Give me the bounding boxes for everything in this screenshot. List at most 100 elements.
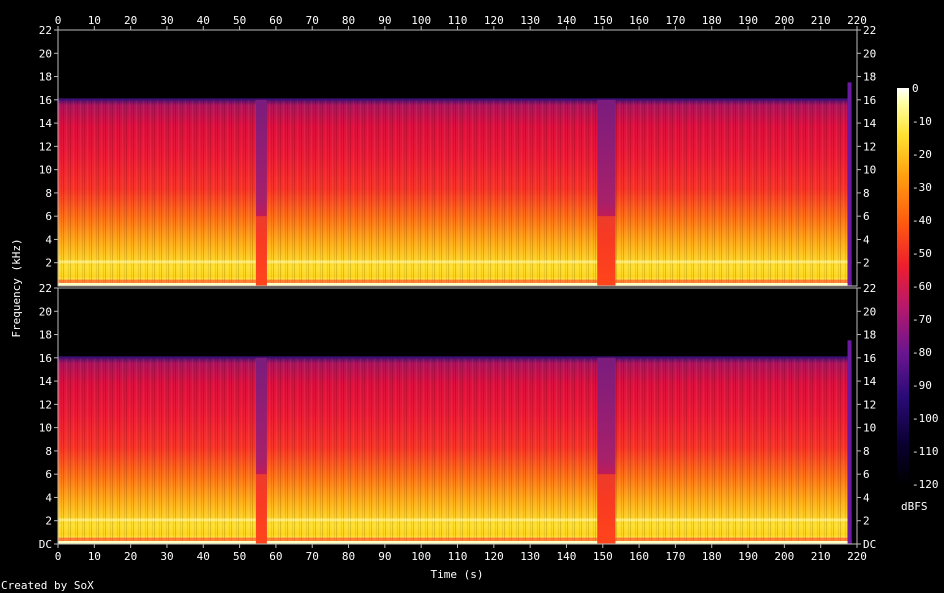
x-tick-label-bottom: 130 bbox=[520, 550, 540, 563]
y-tick-label-right: 22 bbox=[863, 24, 876, 37]
colorbar-tick-label: 0 bbox=[912, 82, 919, 95]
x-tick-label-bottom: 40 bbox=[197, 550, 210, 563]
colorbar-tick-label: -120 bbox=[912, 478, 939, 491]
silence-gap-low-2 bbox=[597, 216, 616, 286]
x-tick-label-bottom: 200 bbox=[774, 550, 794, 563]
channel-panel-1 bbox=[57, 29, 858, 287]
y-tick-label-left: 6 bbox=[45, 210, 52, 223]
x-tick-label-bottom: 220 bbox=[847, 550, 867, 563]
y-tick-label-left: 14 bbox=[39, 375, 53, 388]
y-tick-label-right: 8 bbox=[863, 187, 870, 200]
y-tick-label-right: 10 bbox=[863, 422, 876, 435]
y-tick-label-right: 14 bbox=[863, 375, 877, 388]
x-tick-label-top: 60 bbox=[269, 14, 282, 27]
colorbar-tick-label: -40 bbox=[912, 214, 932, 227]
y-tick-label-right: 4 bbox=[863, 491, 870, 504]
fade-out-edge bbox=[847, 82, 852, 286]
colorbar-tick-label: -60 bbox=[912, 280, 932, 293]
y-tick-label-left: 6 bbox=[45, 468, 52, 481]
dc-band bbox=[58, 283, 852, 286]
fade-out-edge bbox=[847, 340, 852, 544]
y-tick-label-left: DC bbox=[39, 538, 52, 551]
colorbar bbox=[897, 88, 909, 484]
credit-text: Created by SoX bbox=[1, 579, 94, 592]
x-tick-label-bottom: 20 bbox=[124, 550, 137, 563]
x-tick-label-top: 10 bbox=[88, 14, 101, 27]
x-tick-label-bottom: 60 bbox=[269, 550, 282, 563]
x-tick-label-top: 90 bbox=[378, 14, 391, 27]
x-tick-label-bottom: 30 bbox=[160, 550, 173, 563]
x-tick-label-top: 180 bbox=[702, 14, 722, 27]
x-tick-label-bottom: 70 bbox=[306, 550, 319, 563]
y-tick-label-left: 8 bbox=[45, 445, 52, 458]
x-tick-label-bottom: 100 bbox=[411, 550, 431, 563]
y-tick-label-left: 8 bbox=[45, 187, 52, 200]
y-tick-label-right: 4 bbox=[863, 233, 870, 246]
x-tick-label-bottom: 50 bbox=[233, 550, 246, 563]
silence-gap-low-1 bbox=[255, 216, 267, 286]
y-tick-label-right: 18 bbox=[863, 71, 876, 84]
x-tick-label-bottom: 170 bbox=[665, 550, 685, 563]
x-tick-label-top: 20 bbox=[124, 14, 137, 27]
y-tick-label-left: 10 bbox=[39, 164, 52, 177]
colorbar-tick-label: -80 bbox=[912, 346, 932, 359]
x-tick-label-bottom: 180 bbox=[702, 550, 722, 563]
y-tick-label-right: 20 bbox=[863, 47, 876, 60]
y-tick-label-right: DC bbox=[863, 538, 876, 551]
x-tick-label-top: 130 bbox=[520, 14, 540, 27]
x-tick-label-bottom: 190 bbox=[738, 550, 758, 563]
spectrum-texture bbox=[58, 99, 852, 287]
x-axis-title: Time (s) bbox=[431, 568, 484, 581]
silence-gap-low-1 bbox=[255, 474, 267, 544]
y-tick-label-left: 22 bbox=[39, 24, 52, 37]
y-tick-label-right: 16 bbox=[863, 352, 876, 365]
colorbar-tick-label: -20 bbox=[912, 148, 932, 161]
x-tick-label-bottom: 80 bbox=[342, 550, 355, 563]
x-tick-label-top: 190 bbox=[738, 14, 758, 27]
x-tick-label-top: 80 bbox=[342, 14, 355, 27]
x-tick-label-top: 120 bbox=[484, 14, 504, 27]
y-tick-label-right: 20 bbox=[863, 305, 876, 318]
y-tick-label-left: 10 bbox=[39, 422, 52, 435]
x-tick-label-top: 40 bbox=[197, 14, 210, 27]
x-tick-label-bottom: 0 bbox=[55, 550, 62, 563]
low-harmonic-line bbox=[58, 260, 852, 264]
colorbar-tick-label: -10 bbox=[912, 115, 932, 128]
colorbar-tick-label: -110 bbox=[912, 445, 939, 458]
dc-band bbox=[58, 541, 852, 544]
y-tick-label-left: 22 bbox=[39, 282, 52, 295]
low-harmonic-line bbox=[58, 518, 852, 522]
channel-panel-2 bbox=[57, 287, 858, 545]
y-tick-label-right: 6 bbox=[863, 468, 870, 481]
y-tick-label-right: 10 bbox=[863, 164, 876, 177]
y-tick-label-left: 14 bbox=[39, 117, 53, 130]
x-tick-label-top: 100 bbox=[411, 14, 431, 27]
x-tick-label-bottom: 150 bbox=[593, 550, 613, 563]
x-tick-label-top: 160 bbox=[629, 14, 649, 27]
y-tick-label-right: 14 bbox=[863, 117, 877, 130]
x-tick-label-top: 210 bbox=[811, 14, 831, 27]
x-tick-label-top: 30 bbox=[160, 14, 173, 27]
y-axis-title: Frequency (kHz) bbox=[10, 238, 23, 337]
x-tick-label-top: 70 bbox=[306, 14, 319, 27]
x-tick-label-top: 50 bbox=[233, 14, 246, 27]
silence-gap-low-2 bbox=[597, 474, 616, 544]
y-tick-label-right: 16 bbox=[863, 94, 876, 107]
x-tick-label-top: 200 bbox=[774, 14, 794, 27]
colorbar-tick-label: -30 bbox=[912, 181, 932, 194]
colorbar-tick-label: -70 bbox=[912, 313, 932, 326]
y-tick-label-left: 2 bbox=[45, 515, 52, 528]
cutoff-edge bbox=[58, 98, 852, 101]
x-tick-label-top: 140 bbox=[557, 14, 577, 27]
y-tick-label-left: 20 bbox=[39, 47, 52, 60]
x-tick-label-bottom: 10 bbox=[88, 550, 101, 563]
spectrum-texture bbox=[58, 357, 852, 544]
y-tick-label-right: 18 bbox=[863, 329, 876, 342]
y-tick-label-left: 2 bbox=[45, 257, 52, 270]
x-tick-label-bottom: 110 bbox=[448, 550, 468, 563]
y-tick-label-right: 12 bbox=[863, 140, 876, 153]
x-tick-label-bottom: 160 bbox=[629, 550, 649, 563]
y-tick-label-left: 12 bbox=[39, 140, 52, 153]
x-tick-label-top: 110 bbox=[448, 14, 468, 27]
